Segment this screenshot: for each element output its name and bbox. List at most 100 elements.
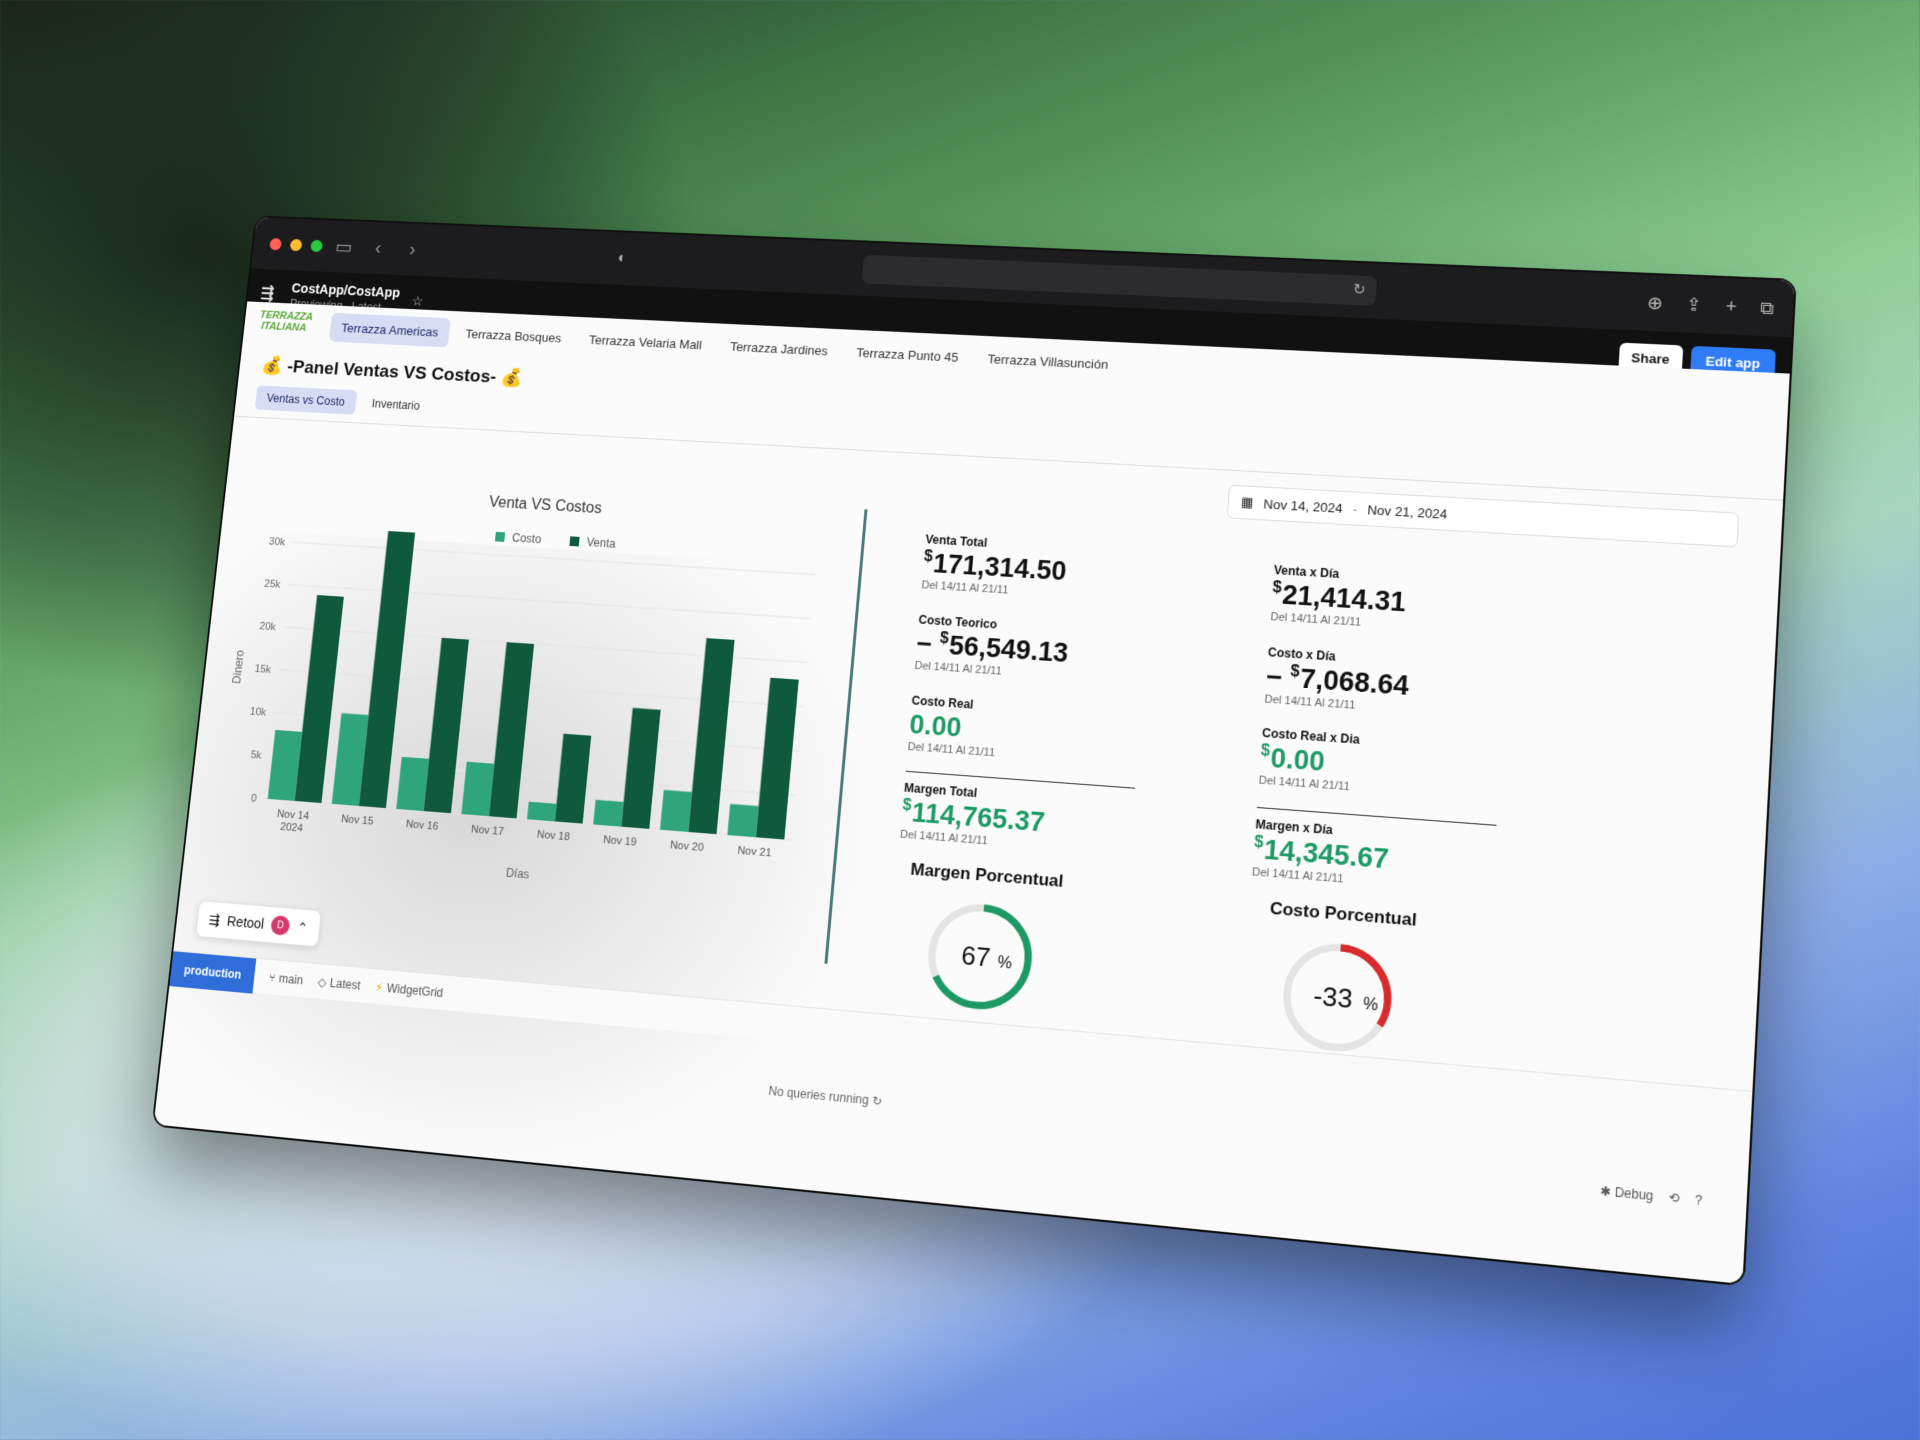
tab-terrazza-velaria-mall[interactable]: Terrazza Velaria Mall	[576, 324, 714, 360]
gauge-value: -33	[1312, 981, 1353, 1015]
currency-symbol: $	[1260, 742, 1270, 760]
gridline	[288, 585, 811, 619]
tag-label: Latest	[329, 976, 361, 992]
legend-label-venta: Venta	[586, 537, 617, 551]
date-separator: -	[1352, 501, 1357, 516]
date-end[interactable]: Nov 21, 2024	[1367, 502, 1448, 522]
chart-title: Venta VS Costos	[488, 494, 603, 517]
y-tick-label: 20k	[259, 620, 277, 633]
gauge-unit: %	[1363, 995, 1380, 1015]
x-tick-label: Nov 20	[670, 839, 705, 854]
legend-label-costo: Costo	[511, 532, 541, 546]
bar-venta	[424, 638, 469, 813]
currency-symbol: $	[923, 548, 933, 565]
debug-tools: ✱ Debug ⟲ ?	[1600, 1183, 1703, 1208]
bar-venta	[688, 638, 734, 834]
close-window-button[interactable]	[269, 238, 282, 250]
tab-inventario[interactable]: Inventario	[360, 391, 432, 419]
metric-costo-dia: Costo x Día − $7,068.64 Del 14/11 Al 21/…	[1264, 645, 1411, 715]
refresh-icon[interactable]: ↻	[871, 1093, 882, 1108]
avatar[interactable]: D	[270, 915, 290, 936]
costo-gauge-title: Costo Porcentual	[1239, 896, 1449, 933]
debug-button[interactable]: ✱ Debug	[1600, 1183, 1654, 1203]
date-start[interactable]: Nov 14, 2024	[1263, 496, 1343, 515]
margen-gauge-title: Margen Porcentual	[886, 858, 1087, 894]
date-range-picker[interactable]: ▦ Nov 14, 2024 - Nov 21, 2024	[1227, 485, 1740, 548]
x-tick-label: 2024	[280, 821, 304, 835]
grid-label: WidgetGrid	[386, 981, 444, 1000]
tab-terrazza-jardines[interactable]: Terrazza Jardines	[717, 331, 840, 366]
tab-terrazza-villasuncion[interactable]: Terrazza Villasunción	[975, 343, 1122, 380]
costo-gauge: -33%	[1270, 930, 1404, 1065]
download-icon[interactable]: ⊕	[1646, 292, 1663, 314]
y-tick-label: 30k	[268, 536, 286, 549]
x-tick-label: Nov 15	[341, 813, 375, 828]
legend-swatch-costo	[495, 532, 505, 542]
bar-costo	[396, 757, 429, 811]
bar-costo	[660, 790, 692, 832]
x-tick-label: Nov 21	[737, 844, 772, 859]
metric-margen-dia: Margen x Día $14,345.67 Del 14/11 Al 21/…	[1252, 817, 1391, 889]
retool-badge[interactable]: ⇶ Retool D ⌃	[195, 900, 322, 947]
bar-costo	[727, 804, 758, 837]
terrazza-logo: TERRAZZA ITALIANA	[258, 309, 311, 339]
sidebar-icon[interactable]: ▭	[330, 235, 358, 259]
branch-item[interactable]: ⑂ main	[268, 970, 304, 987]
history-icon[interactable]: ⟲	[1668, 1190, 1680, 1206]
new-tab-icon[interactable]: +	[1725, 296, 1737, 318]
reload-icon[interactable]: ↻	[1352, 280, 1366, 298]
y-tick-label: 5k	[250, 749, 263, 762]
browser-window: ▭ ‹ › ◐ ↻ ⊕ ⇪ + ⧉ ⇶ CostApp/CostApp Prev…	[154, 217, 1795, 1284]
tab-terrazza-bosques[interactable]: Terrazza Bosques	[453, 318, 574, 353]
minimize-window-button[interactable]	[290, 238, 303, 250]
y-tick-label: 15k	[254, 663, 272, 676]
shield-icon[interactable]: ◐	[617, 250, 628, 267]
chevron-up-icon[interactable]: ⌃	[296, 919, 309, 936]
bar-venta	[756, 678, 799, 840]
tab-terrazza-punto-45[interactable]: Terrazza Punto 45	[844, 337, 972, 373]
bar-costo	[593, 800, 623, 827]
currency-symbol: $	[1254, 833, 1264, 851]
bar-costo	[461, 762, 494, 817]
legend-swatch-venta	[569, 536, 579, 546]
environment-badge[interactable]: production	[169, 951, 256, 993]
query-status: No queries running ↻	[768, 1084, 883, 1109]
y-tick-label: 0	[250, 792, 257, 804]
gauge-value: 67	[960, 941, 991, 973]
metric-venta-total: Venta Total $171,314.50 Del 14/11 Al 21/…	[921, 532, 1069, 600]
metric-value: 21,414.31	[1281, 580, 1407, 618]
query-status-text: No queries running	[768, 1084, 869, 1108]
share-icon[interactable]: ⇪	[1686, 294, 1703, 316]
debug-label: Debug	[1614, 1185, 1653, 1204]
gridline	[292, 542, 815, 574]
y-tick-label: 10k	[249, 706, 267, 719]
star-icon[interactable]: ☆	[411, 293, 424, 309]
tabs-overview-icon[interactable]: ⧉	[1760, 297, 1775, 319]
metric-margen-total: Margen Total $114,765.37 Del 14/11 Al 21…	[900, 781, 1048, 852]
tab-terrazza-americas[interactable]: Terrazza Americas	[329, 312, 451, 346]
tab-ventas-vs-costo[interactable]: Ventas vs Costo	[255, 385, 357, 414]
lightning-icon: ⚡	[375, 980, 384, 994]
grid-item[interactable]: ⚡ WidgetGrid	[375, 980, 444, 1000]
sales-vs-costs-chart: Venta VS Costos Costo Venta 0 5k 10k 15k 20k 25k…	[199, 455, 843, 942]
margen-gauge: 67%	[915, 891, 1045, 1023]
metric-value: 0.00	[908, 709, 998, 746]
zoom-window-button[interactable]	[310, 239, 323, 251]
x-tick-label: Nov 19	[603, 834, 638, 849]
metric-costo-teorico: Costo Teorico − $56,549.13 Del 14/11 Al …	[914, 613, 1071, 682]
currency-symbol: $	[902, 797, 912, 815]
x-tick-label: Nov 18	[536, 829, 570, 844]
branch-label: main	[278, 971, 303, 987]
help-icon[interactable]: ?	[1695, 1192, 1703, 1208]
gauge-unit: %	[997, 953, 1013, 972]
metric-costo-real: Costo Real 0.00 Del 14/11 Al 21/11	[907, 693, 999, 759]
tag-item[interactable]: ◇ Latest	[317, 975, 361, 993]
metric-value: 7,068.64	[1299, 663, 1410, 701]
metric-costo-real-dia: Costo Real x Dia $0.00 Del 14/11 Al 21/1…	[1258, 726, 1360, 794]
bug-icon: ✱	[1600, 1183, 1612, 1199]
bar-costo	[527, 802, 556, 822]
back-icon[interactable]: ‹	[364, 237, 392, 259]
x-tick-label: Nov 17	[471, 823, 505, 838]
forward-icon[interactable]: ›	[399, 238, 427, 260]
calendar-icon: ▦	[1240, 494, 1254, 511]
